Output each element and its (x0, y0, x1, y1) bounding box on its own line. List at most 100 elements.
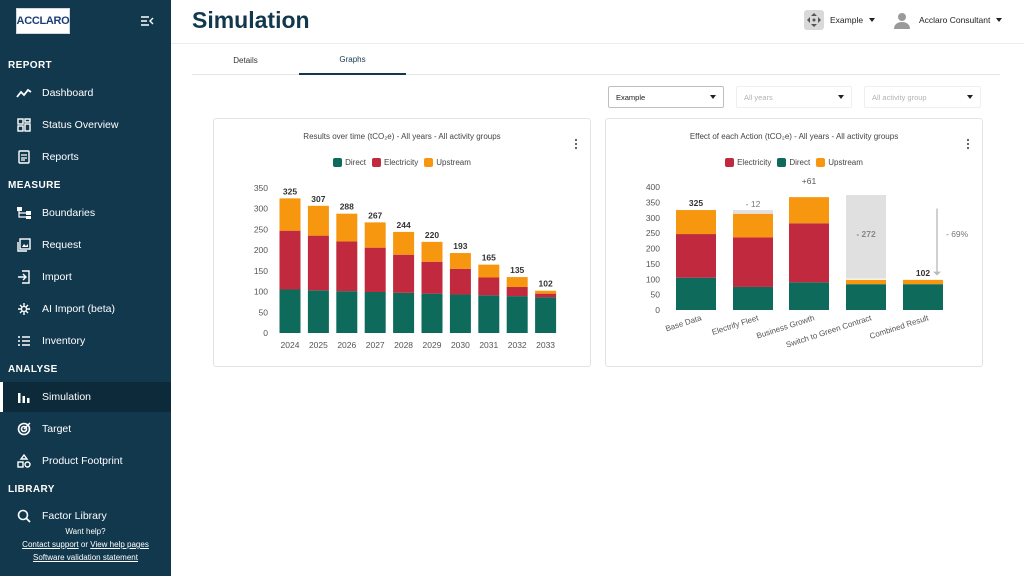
y-tick-label: 150 (646, 259, 660, 269)
sidebar-item-reports[interactable]: Reports (0, 142, 171, 172)
kebab-menu-icon[interactable] (966, 137, 970, 150)
x-tick-label: 2029 (423, 340, 442, 350)
sidebar-item-inventory[interactable]: Inventory (0, 326, 171, 356)
legend-label: Electricity (737, 158, 772, 167)
grid-icon (16, 117, 32, 133)
bar-segment-upstream (789, 197, 829, 224)
bar-total-label: 325 (283, 186, 297, 196)
sidebar-item-import[interactable]: Import (0, 262, 171, 292)
bar-segment-direct (478, 295, 500, 333)
bar-total-label: 102 (539, 279, 553, 289)
chevron-down-icon (838, 95, 844, 99)
legend-label: Direct (789, 158, 811, 167)
x-tick-label: 2024 (281, 340, 300, 350)
legend-item-direct[interactable]: Direct (333, 158, 366, 167)
list-icon (16, 333, 32, 349)
sidebar-item-product-footprint[interactable]: Product Footprint (0, 446, 171, 476)
legend-swatch (816, 158, 826, 167)
view-help-pages-link[interactable]: View help pages (90, 540, 149, 549)
section-library: LIBRARY (8, 484, 55, 495)
bar-total-label: 288 (340, 202, 354, 212)
legend-swatch (333, 158, 343, 167)
tab-graphs[interactable]: Graphs (299, 46, 406, 75)
legend-swatch (777, 158, 787, 167)
bar-segment-upstream (733, 213, 773, 238)
activity-group-filter-select[interactable]: All activity group (864, 86, 981, 108)
chevron-down-icon (996, 18, 1003, 22)
user-name: Acclaro Consultant (919, 15, 991, 25)
effect-of-actions-card: Effect of each Action (tCO₂e) - All year… (605, 118, 983, 367)
bar-segment-direct (789, 282, 829, 310)
x-tick-label: 2025 (309, 340, 328, 350)
bar-total-label: 244 (397, 220, 411, 230)
bar-segment-electricity (336, 241, 358, 292)
import-icon (16, 269, 32, 285)
chart-line-icon (16, 85, 32, 101)
chevron-down-icon (710, 95, 716, 99)
y-tick-label: 250 (646, 228, 660, 238)
section-measure: MEASURE (8, 180, 61, 191)
contact-support-link[interactable]: Contact support (22, 540, 79, 549)
y-tick-label: 50 (259, 307, 269, 317)
legend-label: Electricity (383, 158, 419, 167)
sidebar-item-simulation[interactable]: Simulation (0, 382, 171, 412)
chart-title: Effect of each Action (tCO₂e) - All year… (689, 132, 899, 141)
legend-item-electricity[interactable]: Electricity (371, 158, 419, 167)
legend-label: Direct (345, 158, 366, 167)
collapse-sidebar-icon[interactable] (140, 14, 154, 26)
chart-legend: Electricity Direct Upstream (606, 158, 982, 167)
software-validation-link[interactable]: Software validation statement (33, 553, 138, 562)
legend-item-electricity[interactable]: Electricity (725, 158, 771, 167)
y-tick-label: 150 (254, 266, 268, 276)
bar-segment-direct (449, 294, 471, 333)
page-title: Simulation (192, 7, 310, 33)
y-tick-label: 50 (651, 290, 661, 300)
y-tick-label: 200 (254, 245, 268, 255)
bar-segment-direct (903, 284, 943, 310)
y-tick-label: 0 (655, 305, 660, 315)
kebab-menu-icon[interactable] (574, 137, 578, 150)
y-tick-label: 250 (254, 224, 268, 234)
legend-swatch (424, 158, 434, 167)
sidebar-item-status-overview[interactable]: Status Overview (0, 110, 171, 140)
scenario-label: Example (830, 15, 864, 25)
sidebar-item-target[interactable]: Target (0, 414, 171, 444)
hierarchy-icon (16, 205, 32, 221)
bar-total-label: 135 (510, 265, 524, 275)
data-label: - 12 (746, 199, 761, 209)
results-over-time-chart: 0 50 100 150 200 250 300 350 325 2024 307 2025 288 20… (254, 183, 557, 350)
help-block: Want help? Contact support or View help … (0, 525, 171, 564)
legend-item-upstream[interactable]: Upstream (424, 158, 471, 167)
sidebar-item-label: Inventory (42, 335, 86, 347)
bar-segment-electricity (506, 287, 528, 297)
sidebar-item-label: Dashboard (42, 87, 94, 99)
bar-segment-upstream (506, 277, 528, 288)
section-analyse: ANALYSE (8, 364, 58, 375)
sidebar-item-dashboard[interactable]: Dashboard (0, 78, 171, 108)
bar-segment-electricity (789, 223, 829, 283)
acclaro-logo[interactable]: ACCLARO (16, 8, 70, 34)
sidebar-item-factor-library[interactable]: Factor Library (0, 503, 171, 529)
years-filter-select[interactable]: All years (736, 86, 852, 108)
bar-segment-direct (506, 296, 528, 333)
bar-segment-direct (364, 291, 386, 333)
sidebar-item-label: Import (42, 271, 72, 283)
legend-swatch (371, 158, 381, 167)
x-tick-label: 2032 (508, 340, 527, 350)
bar-segment-electricity (421, 261, 443, 294)
y-tick-label: 350 (254, 183, 268, 193)
sidebar-item-boundaries[interactable]: Boundaries (0, 198, 171, 228)
user-menu[interactable]: Acclaro Consultant (893, 11, 1003, 29)
legend-item-direct[interactable]: Direct (777, 158, 810, 167)
bar-chart-icon (16, 389, 32, 405)
bar-segment-direct (676, 277, 716, 310)
sidebar-item-request[interactable]: Request (0, 230, 171, 260)
scenario-selector[interactable]: Example (804, 10, 876, 30)
bar-segment-electricity (307, 235, 329, 291)
sidebar-item-ai-import[interactable]: AI Import (beta) (0, 294, 171, 324)
tab-details[interactable]: Details (233, 56, 258, 65)
bar-segment-electricity (393, 254, 415, 293)
legend-item-upstream[interactable]: Upstream (816, 158, 863, 167)
reduction-bar (846, 194, 886, 279)
scenario-filter-select[interactable]: Example (608, 86, 724, 108)
